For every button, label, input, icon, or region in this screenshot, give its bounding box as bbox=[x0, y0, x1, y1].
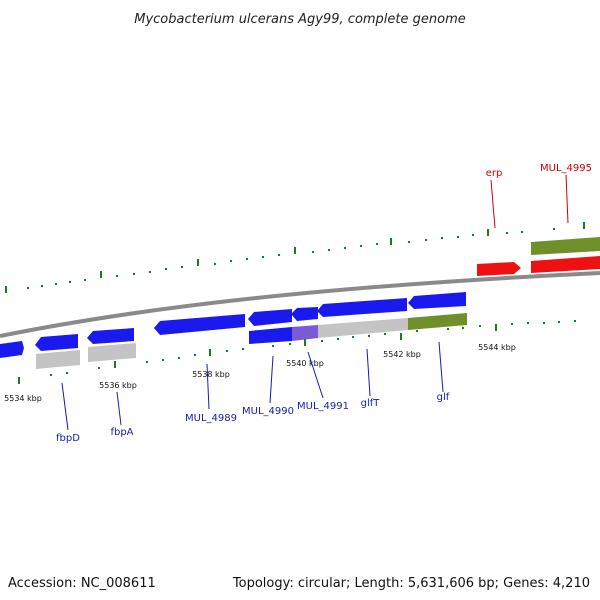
kbp-label: 5536 kbp bbox=[99, 381, 137, 390]
cds-fbpD[interactable] bbox=[36, 350, 80, 369]
genome-backbone bbox=[0, 271, 600, 338]
label-mul-4989[interactable]: MUL_4989 bbox=[185, 413, 237, 424]
label-glfT[interactable]: glfT bbox=[361, 398, 381, 409]
cds-mul-4991[interactable] bbox=[292, 325, 318, 341]
kbp-label: 5540 kbp bbox=[286, 359, 324, 368]
label-glf[interactable]: glf bbox=[437, 392, 450, 403]
gene-glfT[interactable] bbox=[317, 298, 407, 317]
gene-mul-4995[interactable] bbox=[531, 256, 600, 273]
forward-gene-labels bbox=[490, 174, 569, 229]
reverse-gene-labels bbox=[61, 341, 444, 431]
cds-mul-4995[interactable] bbox=[531, 237, 600, 255]
label-fbpA[interactable]: fbpA bbox=[110, 427, 133, 438]
label-fbpD[interactable]: fbpD bbox=[56, 433, 80, 444]
reverse-strand bbox=[0, 292, 466, 358]
kbp-label: 5544 kbp bbox=[478, 343, 516, 352]
gene-fbpD[interactable] bbox=[35, 334, 78, 351]
gene-mul-4990[interactable] bbox=[248, 309, 292, 326]
label-mul-4991[interactable]: MUL_4991 bbox=[297, 401, 349, 412]
gene-fbpA[interactable] bbox=[87, 328, 134, 344]
kbp-label: 5534 kbp bbox=[4, 394, 42, 403]
forward-strand bbox=[477, 237, 600, 276]
cds-mul-4990[interactable] bbox=[249, 327, 292, 344]
cds-glfT[interactable] bbox=[318, 318, 408, 338]
gene-erp[interactable] bbox=[477, 262, 521, 276]
label-erp[interactable]: erp bbox=[486, 168, 503, 179]
cds-fbpA[interactable] bbox=[88, 343, 136, 362]
label-mul-4990[interactable]: MUL_4990 bbox=[242, 406, 294, 417]
kbp-label: 5542 kbp bbox=[383, 350, 421, 359]
gene-mul-4991[interactable] bbox=[291, 307, 318, 321]
genome-summary: Topology: circular; Length: 5,631,606 bp… bbox=[232, 576, 590, 591]
gene-left-partial[interactable] bbox=[0, 341, 24, 358]
cds-glf[interactable] bbox=[408, 313, 467, 330]
outer-ticks bbox=[5, 222, 585, 293]
gene-glf[interactable] bbox=[408, 292, 466, 309]
reverse-cds bbox=[36, 313, 467, 369]
map-title: Mycobacterium ulcerans Agy99, complete g… bbox=[134, 12, 466, 27]
kbp-labels: 5534 kbp 5536 kbp 5538 kbp 5540 kbp 5542… bbox=[4, 343, 516, 403]
gene-mul-4989[interactable] bbox=[154, 314, 245, 335]
kbp-label: 5538 kbp bbox=[192, 370, 230, 379]
label-mul-4995[interactable]: MUL_4995 bbox=[540, 163, 592, 174]
accession-text: Accession: NC_008611 bbox=[8, 576, 156, 591]
inner-ticks bbox=[18, 320, 576, 384]
